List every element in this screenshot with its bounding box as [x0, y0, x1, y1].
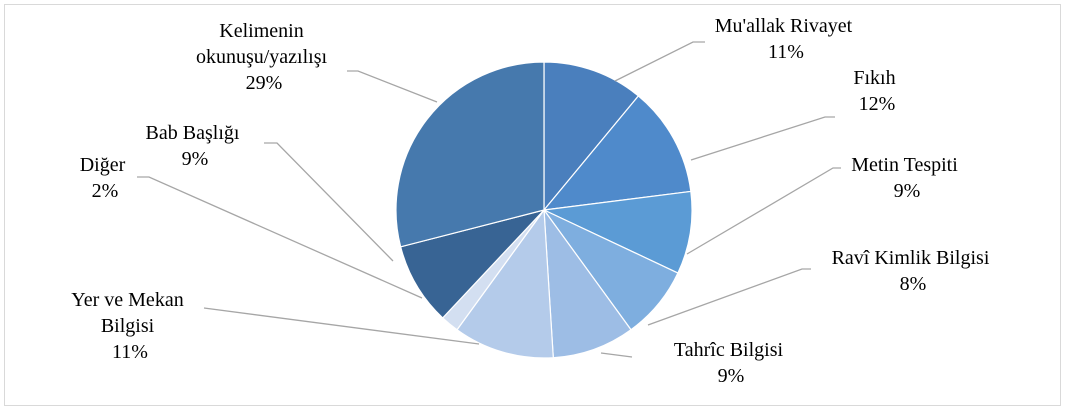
- label-ravi: Ravî Kimlik Bilgisi 8%: [832, 247, 995, 295]
- label-tahric: Tahrîc Bilgisi 9%: [674, 339, 788, 387]
- pie-slice-5: [456, 208, 554, 359]
- pie-chart: Mu'allak Rivayet 11% Fıkıh 12% Metin Tes…: [71, 15, 995, 387]
- label-yer: Yer ve Mekan Bilgisi 11%: [71, 289, 188, 363]
- chart-frame: Mu'allak Rivayet 11% Fıkıh 12% Metin Tes…: [4, 4, 1061, 406]
- pie-slice-2: [541, 190, 693, 274]
- label-metin: Metin Tespiti 9%: [851, 154, 963, 202]
- leader-line-yer: [203, 307, 480, 345]
- label-muallak: Mu'allak Rivayet 11%: [715, 15, 857, 63]
- pie-slice-7: [399, 208, 546, 319]
- leader-line-fikih: [690, 116, 835, 161]
- leader-lines: [137, 41, 841, 358]
- pie-slices: [395, 61, 693, 359]
- label-diger: Diğer 2%: [80, 154, 131, 202]
- pie-slice-4: [543, 207, 632, 359]
- leader-line-tahric: [600, 352, 633, 358]
- data-labels: Mu'allak Rivayet 11% Fıkıh 12% Metin Tes…: [71, 15, 995, 387]
- label-kelime: Kelimenin okunuşu/yazılışı 29%: [196, 20, 332, 94]
- leader-line-kelime: [347, 70, 438, 103]
- leader-line-bab: [264, 142, 394, 262]
- label-fikih: Fıkıh 12%: [853, 67, 900, 115]
- pie-slice-1: [542, 95, 692, 211]
- pie-slice-0: [543, 61, 640, 212]
- label-bab: Bab Başlığı 9%: [146, 122, 245, 170]
- leader-line-ravi: [647, 268, 811, 326]
- leader-line-diger: [137, 176, 423, 299]
- pie-slice-8: [395, 61, 545, 248]
- leader-line-muallak: [614, 41, 705, 82]
- leader-line-metin: [686, 167, 841, 255]
